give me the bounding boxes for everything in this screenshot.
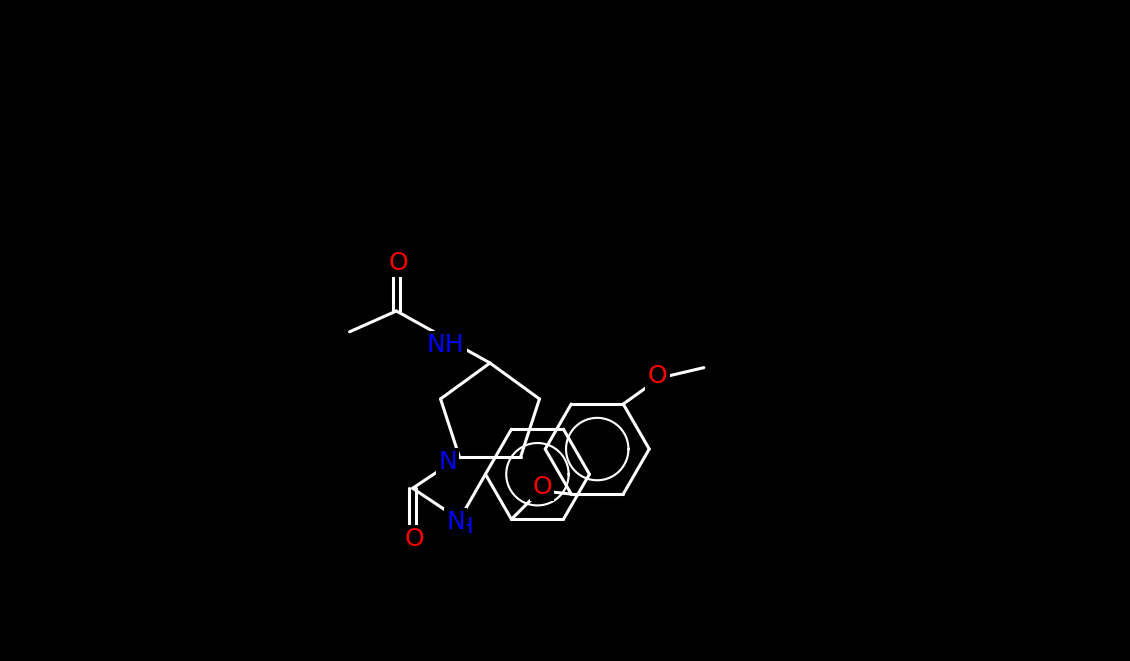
Text: O: O: [532, 475, 551, 498]
Text: O: O: [389, 251, 408, 275]
Text: H: H: [458, 518, 473, 537]
Text: O: O: [405, 527, 425, 551]
Text: N: N: [446, 510, 464, 535]
Text: O: O: [647, 364, 668, 388]
Text: N: N: [438, 450, 457, 474]
Text: NH: NH: [426, 333, 464, 357]
